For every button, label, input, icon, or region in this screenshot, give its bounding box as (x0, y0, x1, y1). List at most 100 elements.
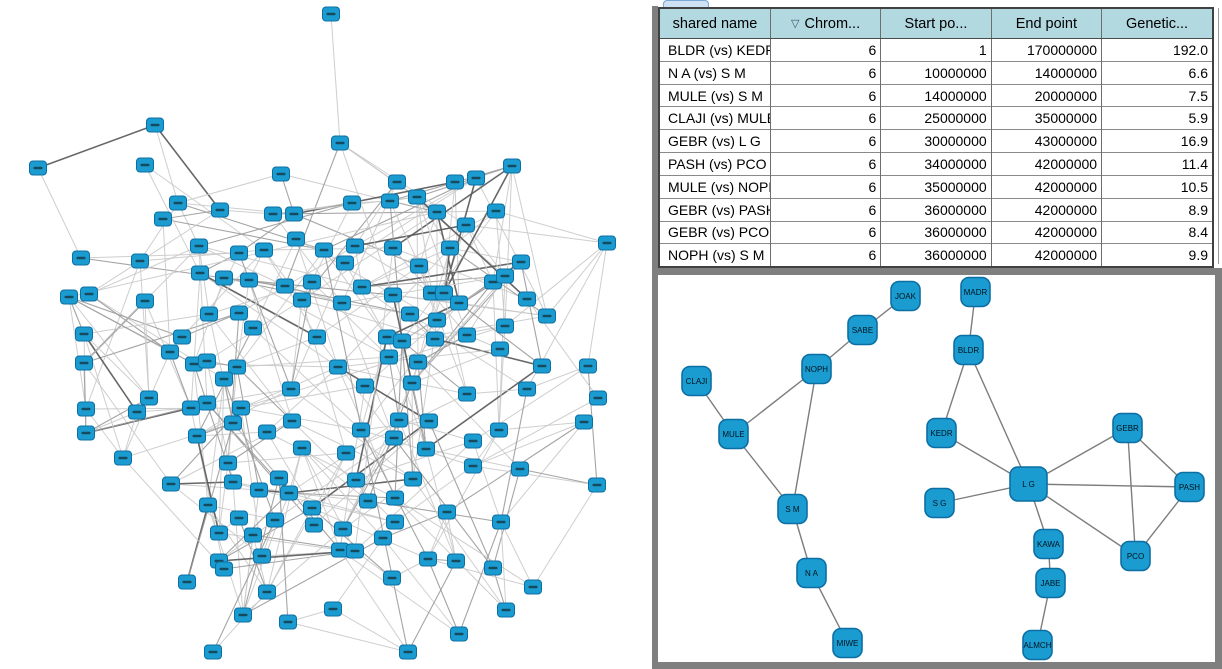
table-row[interactable]: PASH (vs) PCO 6 34000000 42000000 11.4 (660, 152, 1212, 176)
node-mule[interactable]: MULE (718, 418, 749, 450)
table-cell[interactable]: 6.6 (1101, 60, 1212, 85)
table-panel-tab-stub[interactable] (663, 0, 709, 7)
table-row[interactable]: GEBR (vs) L G 6 30000000 43000000 16.9 (660, 129, 1212, 153)
table-cell[interactable]: 35000000 (880, 174, 992, 199)
table-cell[interactable]: 6 (770, 243, 882, 266)
table-cell[interactable]: 10.5 (1101, 174, 1212, 199)
table-cell[interactable]: N A (vs) S M (660, 60, 771, 85)
node-jabe[interactable]: JABE (1035, 567, 1066, 599)
node-label-unreadable (357, 285, 367, 289)
table-cell[interactable]: 192.0 (1101, 38, 1212, 62)
network-edge (162, 218, 171, 353)
table-cell[interactable]: 42000000 (991, 197, 1103, 221)
table-cell[interactable]: 16.9 (1101, 129, 1212, 153)
table-cell[interactable]: 34000000 (880, 152, 992, 176)
node-pash[interactable]: PASH (1174, 471, 1205, 503)
table-cell[interactable]: 5.9 (1101, 106, 1212, 130)
table-cell[interactable]: 25000000 (880, 106, 992, 130)
table-scrollbar-track[interactable] (1218, 8, 1219, 264)
table-cell[interactable]: 6 (770, 197, 882, 221)
table-row[interactable]: CLAJI (vs) MULE 6 25000000 35000000 5.9 (660, 106, 1212, 130)
table-cell[interactable]: GEBR (vs) PASH (660, 197, 771, 221)
table-cell[interactable]: 6 (770, 83, 882, 107)
table-cell[interactable]: 42000000 (991, 174, 1103, 199)
table-cell[interactable]: 6 (770, 106, 882, 130)
node-sabe[interactable]: SABE (847, 314, 878, 346)
table-row[interactable]: NOPH (vs) S M 6 36000000 42000000 9.9 (660, 243, 1212, 266)
table-cell[interactable]: 42000000 (991, 243, 1103, 266)
table-cell[interactable]: 6 (770, 38, 882, 62)
node-kawa[interactable]: KAWA (1033, 528, 1064, 560)
table-cell[interactable]: 1 (880, 38, 992, 62)
table-cell[interactable]: 8.4 (1101, 220, 1212, 244)
table-cell[interactable]: 6 (770, 174, 882, 199)
node-noph[interactable]: NOPH (801, 353, 832, 385)
node-s-m[interactable]: S M (777, 493, 808, 525)
column-header-start-po[interactable]: Start po... (880, 9, 992, 39)
small-network-panel[interactable]: JOAK MADR SABE BLDR NOPH CLAJI GEBR KEDR MULE L G… (658, 275, 1215, 662)
table-cell[interactable]: CLAJI (vs) MULE (660, 106, 771, 130)
table-row[interactable]: MULE (vs) NOPH 6 35000000 42000000 10.5 (660, 174, 1212, 199)
node-bldr[interactable]: BLDR (953, 334, 984, 366)
table-cell[interactable]: 9.9 (1101, 243, 1212, 266)
table-cell[interactable]: 8.9 (1101, 197, 1212, 221)
node-label-unreadable (432, 210, 442, 214)
table-cell[interactable]: NOPH (vs) S M (660, 243, 771, 266)
node-kedr[interactable]: KEDR (926, 417, 957, 449)
table-cell[interactable]: GEBR (vs) PCO (660, 220, 771, 244)
node-gebr[interactable]: GEBR (1112, 412, 1143, 444)
table-row[interactable]: N A (vs) S M 6 10000000 14000000 6.6 (660, 60, 1212, 85)
table-cell[interactable]: GEBR (vs) L G (660, 129, 771, 153)
table-cell[interactable]: 6 (770, 129, 882, 153)
node-label-unreadable (454, 632, 464, 636)
table-row[interactable]: GEBR (vs) PASH 6 36000000 42000000 8.9 (660, 197, 1212, 221)
node-label-unreadable (284, 491, 294, 495)
table-cell[interactable]: 7.5 (1101, 83, 1212, 107)
table-cell[interactable]: 36000000 (880, 220, 992, 244)
table-cell[interactable]: 36000000 (880, 243, 992, 266)
table-cell[interactable]: BLDR (vs) KEDR (660, 38, 771, 62)
table-cell[interactable]: 14000000 (880, 83, 992, 107)
table-cell[interactable]: MULE (vs) S M (660, 83, 771, 107)
table-cell[interactable]: 14000000 (991, 60, 1103, 85)
table-cell[interactable]: 6 (770, 60, 882, 85)
network-edge (427, 558, 460, 635)
column-header-chrom[interactable]: ▽ Chrom... (770, 9, 882, 39)
table-cell[interactable]: 6 (770, 152, 882, 176)
column-header-end-point[interactable]: End point (991, 9, 1103, 39)
table-cell[interactable]: 36000000 (880, 197, 992, 221)
node-pco[interactable]: PCO (1120, 540, 1151, 572)
node-almch[interactable]: ALMCH (1022, 629, 1053, 661)
node-s-g[interactable]: S G (924, 487, 955, 519)
table-row[interactable]: MULE (vs) S M 6 14000000 20000000 7.5 (660, 83, 1212, 107)
column-header-genetic[interactable]: Genetic... (1101, 9, 1212, 39)
network-edge (218, 492, 290, 562)
table-cell[interactable]: PASH (vs) PCO (660, 152, 771, 176)
table-cell[interactable]: 170000000 (991, 38, 1103, 62)
node-miwe[interactable]: MIWE (832, 627, 863, 659)
node-n-a[interactable]: N A (796, 557, 827, 589)
table-cell[interactable]: 42000000 (991, 152, 1103, 176)
large-network-panel[interactable] (0, 0, 652, 669)
table-cell[interactable]: 42000000 (991, 220, 1103, 244)
table-cell[interactable]: 35000000 (991, 106, 1103, 130)
node-madr[interactable]: MADR (960, 276, 991, 308)
table-cell[interactable]: 20000000 (991, 83, 1103, 107)
table-cell[interactable]: 6 (770, 220, 882, 244)
table-cell[interactable]: MULE (vs) NOPH (660, 174, 771, 199)
node-joak[interactable]: JOAK (890, 280, 921, 312)
table-cell[interactable]: 43000000 (991, 129, 1103, 153)
filter-icon[interactable]: ▽ (791, 17, 800, 30)
table-row[interactable]: BLDR (vs) KEDR 6 1 170000000 192.0 (660, 38, 1212, 62)
network-edge (122, 457, 225, 570)
table-cell[interactable]: 30000000 (880, 129, 992, 153)
network-edge (83, 333, 150, 399)
column-header-shared-name[interactable]: shared name (660, 9, 771, 39)
node-claji[interactable]: CLAJI (681, 365, 712, 397)
large-network-canvas[interactable] (0, 0, 652, 669)
small-network-canvas[interactable]: JOAK MADR SABE BLDR NOPH CLAJI GEBR KEDR MULE L G… (658, 275, 1215, 662)
table-cell[interactable]: 11.4 (1101, 152, 1212, 176)
table-row[interactable]: GEBR (vs) PCO 6 36000000 42000000 8.4 (660, 220, 1212, 244)
table-cell[interactable]: 10000000 (880, 60, 992, 85)
node-l-g[interactable]: L G (1009, 466, 1048, 502)
